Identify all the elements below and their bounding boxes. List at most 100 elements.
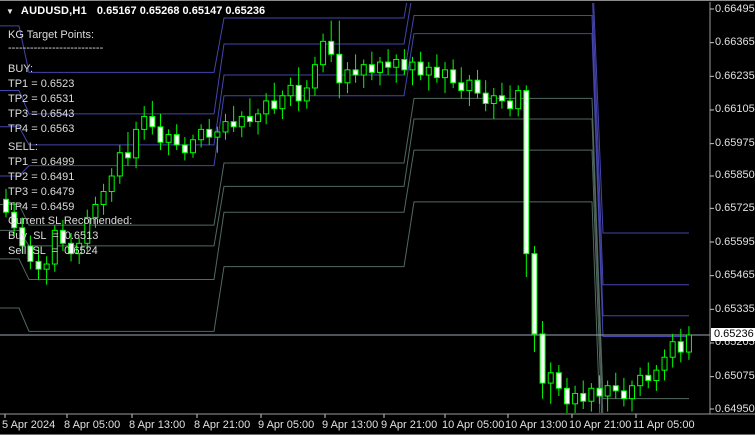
time-axis-label: 8 Apr 05:00: [64, 419, 121, 431]
candle-body: [555, 372, 562, 389]
candle-body: [629, 385, 636, 400]
price-axis-label: 0.65595: [715, 235, 755, 248]
candle-body: [84, 216, 91, 244]
candle-body: [409, 61, 416, 71]
price-axis-label: 0.66495: [715, 2, 755, 15]
candle-body: [344, 69, 351, 84]
candle-body: [442, 69, 449, 79]
candle-body: [230, 121, 237, 128]
candle-body: [198, 128, 205, 141]
candle-body: [68, 242, 75, 255]
candle-body: [490, 95, 497, 104]
candle-body: [385, 61, 392, 68]
price-axis-label: 0.65725: [715, 201, 755, 214]
candle-body: [157, 126, 164, 143]
candle-body: [287, 84, 294, 97]
kg-panel-line: Sell SL = 0.6524: [8, 245, 98, 257]
candle-body: [246, 115, 253, 123]
candle-body: [311, 64, 318, 89]
candle-body: [11, 211, 18, 229]
price-axis-label: 0.65465: [715, 269, 755, 282]
kg-panel-line: Current SL Recomended:: [8, 215, 133, 227]
candle-body: [661, 356, 668, 371]
candle-body: [271, 100, 278, 110]
candle-body: [433, 66, 440, 79]
candle-body: [677, 341, 684, 353]
kg-panel-line: TP1 = 0.6523: [8, 78, 75, 90]
candle-body: [596, 387, 603, 397]
time-axis-label: 9 Apr 05:00: [258, 419, 315, 431]
candle-body: [100, 191, 107, 205]
candle-body: [466, 79, 473, 92]
kg-panel-line: BUY:: [8, 63, 34, 75]
kg-panel-line: TP1 = 0.6499: [8, 156, 75, 168]
candle-body: [376, 61, 383, 73]
candle-body: [620, 390, 627, 400]
candle-body: [539, 333, 546, 384]
price-axis-label: 0.66105: [715, 103, 755, 116]
candle-body: [645, 374, 652, 382]
symbol-timeframe-label: AUDUSD,H1: [20, 5, 87, 17]
candle-body: [523, 90, 530, 255]
candle-body: [51, 229, 58, 265]
kg-panel-line: SELL:: [8, 141, 38, 153]
candle-body: [320, 40, 327, 66]
candle-body: [238, 115, 245, 128]
price-axis[interactable]: 0.66495 0.66365 0.66235 0.66105 0.65975 0.658…: [711, 1, 755, 415]
candle-body: [35, 260, 42, 270]
price-axis-label: 0.65075: [715, 370, 755, 383]
symbol-dropdown-icon[interactable]: ▼: [6, 6, 14, 16]
candle-body: [360, 64, 367, 76]
kg-panel-line: TP2 = 0.6531: [8, 93, 75, 105]
price-axis-label: 0.65850: [715, 169, 755, 182]
candle-body: [222, 121, 229, 133]
candle-body: [563, 387, 570, 405]
candle-body: [507, 100, 514, 110]
candle-body: [547, 372, 554, 384]
step-line-sell-tp4: [0, 201, 601, 413]
kg-panel-line: TP4 = 0.6459: [8, 201, 75, 213]
price-axis-label: 0.64950: [715, 402, 755, 415]
candle-body: [255, 113, 262, 123]
candle-body: [425, 66, 432, 76]
candle-body: [295, 84, 302, 102]
candle-body: [572, 392, 579, 405]
candle-body: [604, 385, 611, 397]
time-axis[interactable]: 5 Apr 2024 8 Apr 05:00 8 Apr 13:00 8 Apr 21…: [0, 415, 755, 434]
step-line-sell-tp1: [0, 97, 689, 400]
time-axis-label: 11 Apr 05:00: [633, 419, 695, 431]
candle-body: [531, 253, 538, 335]
step-line-buy-tp4: [0, 3, 689, 234]
candle-body: [401, 58, 408, 71]
candle-body: [458, 82, 465, 92]
candle-body: [303, 87, 310, 102]
candle-body: [393, 58, 400, 68]
price-axis-label: 0.66235: [715, 69, 755, 82]
time-axis-label: 9 Apr 21:00: [381, 419, 438, 431]
kg-panel-line: TP4 = 0.6563: [8, 123, 75, 135]
candle-body: [474, 79, 481, 94]
time-axis-label: 10 Apr 21:00: [569, 419, 632, 431]
candle-body: [450, 69, 457, 84]
step-line-buy-tp3: [0, 3, 689, 286]
candle-body: [482, 92, 489, 104]
candle-body: [279, 95, 286, 110]
candle-body: [612, 385, 619, 392]
kg-panel-line: KG Target Points:: [8, 29, 95, 41]
kg-panel-line: TP3 = 0.6543: [8, 108, 75, 120]
candle-body: [515, 90, 522, 110]
candle-body: [141, 115, 148, 130]
time-axis-label: 9 Apr 13:00: [322, 419, 379, 431]
step-line-sell-tp3: [0, 149, 603, 413]
candle-body: [181, 144, 188, 154]
kg-panel-line: TP2 = 0.6491: [8, 171, 75, 183]
candle-body: [328, 40, 335, 55]
time-axis-label: 5 Apr 2024: [2, 419, 56, 431]
candle-body: [19, 227, 26, 247]
ohlc-values: 0.65167 0.65268 0.65147 0.65236: [96, 5, 266, 17]
price-axis-label: 0.66365: [715, 36, 755, 49]
candle-body: [653, 369, 660, 382]
candle-body: [59, 229, 66, 244]
